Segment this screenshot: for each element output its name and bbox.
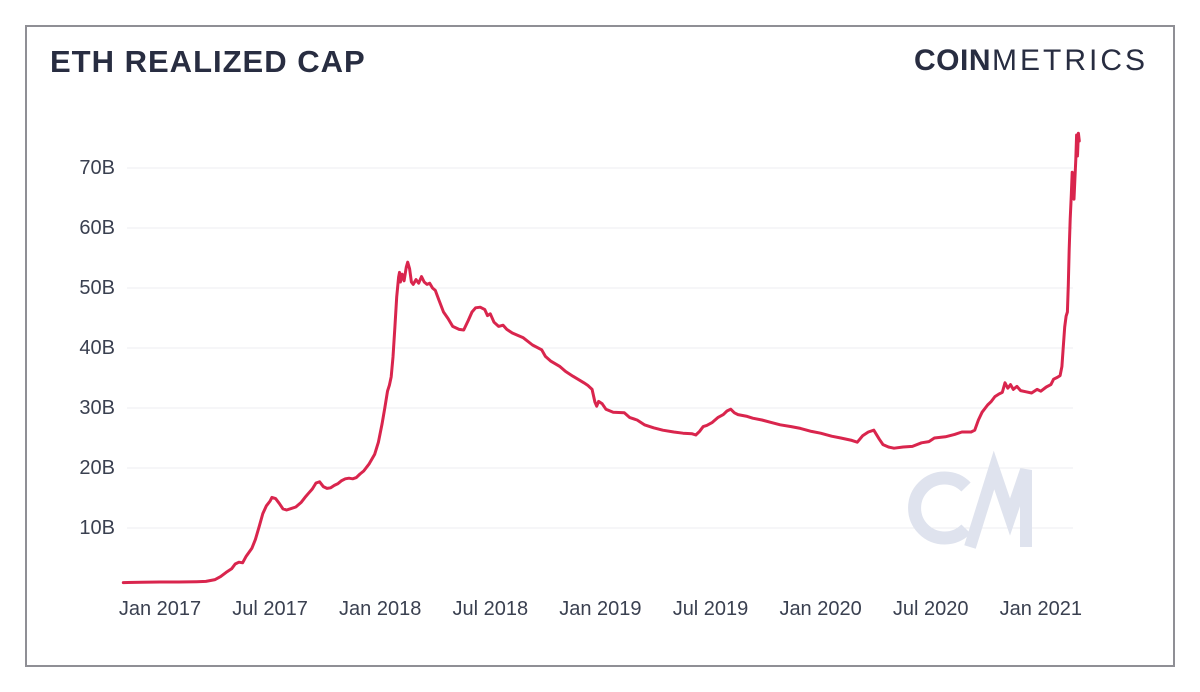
x-axis-label: Jan 2017 <box>118 598 202 620</box>
y-axis-label: 60B <box>79 217 115 239</box>
coinmetrics-logo: COINMETRICS <box>914 44 1148 78</box>
x-axis-label: Jul 2017 <box>232 598 308 620</box>
logo-coin-text: COIN <box>914 44 991 77</box>
x-axis-label: Jan 2018 <box>339 598 422 620</box>
y-axis-label: 30B <box>79 397 115 419</box>
watermark-c-glyph <box>908 471 971 545</box>
eth-realized-cap-line <box>121 131 1081 585</box>
chart-title: ETH REALIZED CAP <box>50 44 366 79</box>
x-axis-label: Jul 2018 <box>452 598 529 620</box>
y-axis-label: 70B <box>79 157 115 179</box>
x-axis-label: Jan 2021 <box>999 598 1082 620</box>
y-axis-label: 50B <box>79 277 115 299</box>
x-axis-label: Jul 2020 <box>892 598 969 620</box>
logo-metrics-text: METRICS <box>992 44 1148 77</box>
chart-card <box>25 25 1175 667</box>
y-axis-label: 10B <box>79 517 115 539</box>
y-axis-label: 40B <box>79 337 115 359</box>
cm-watermark <box>908 450 1032 549</box>
watermark-m-glyph <box>964 450 1032 549</box>
x-axis-label: Jan 2020 <box>779 598 862 620</box>
y-axis-label: 20B <box>79 457 115 479</box>
x-axis-label: Jul 2019 <box>672 598 749 620</box>
x-axis-label: Jan 2019 <box>559 598 642 620</box>
